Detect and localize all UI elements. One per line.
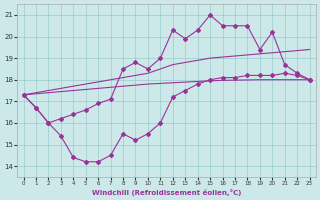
X-axis label: Windchill (Refroidissement éolien,°C): Windchill (Refroidissement éolien,°C) [92, 189, 241, 196]
